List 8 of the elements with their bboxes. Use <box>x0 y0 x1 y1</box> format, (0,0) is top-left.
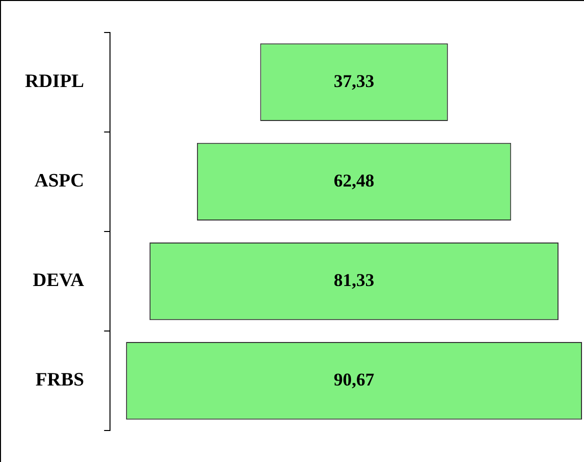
data-label: 62,48 <box>334 170 374 190</box>
data-label: 90,67 <box>334 369 374 390</box>
category-label: ASPC <box>34 170 84 192</box>
data-label: 37,33 <box>334 70 374 91</box>
category-label: FRBS <box>36 370 84 391</box>
data-label: 81,33 <box>334 270 374 290</box>
category-label: RDIPL <box>24 71 84 92</box>
category-label: DEVA <box>32 270 84 292</box>
